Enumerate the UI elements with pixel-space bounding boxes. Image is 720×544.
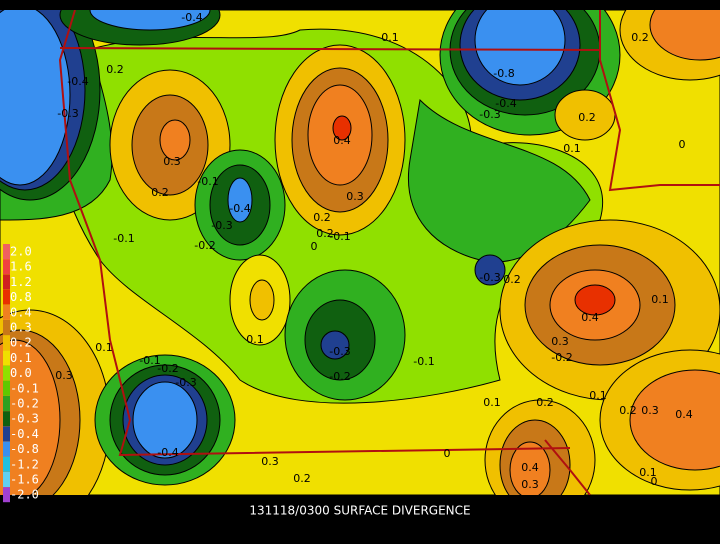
contour-label: -0.4 xyxy=(229,202,250,215)
contour-label: -0.2 xyxy=(157,362,178,375)
contour-label: -0.1 xyxy=(197,175,218,188)
contour-label: -0.3 xyxy=(175,376,196,389)
legend-label: -0.3 xyxy=(10,412,39,426)
contour-label: -0.2 xyxy=(329,370,350,383)
contour-label: 0 xyxy=(444,447,451,460)
contour-label: 0.1 xyxy=(651,293,669,306)
contour-label: -0.3 xyxy=(479,108,500,121)
contour-label: 0.2 xyxy=(578,111,596,124)
contour-label: 0.1 xyxy=(563,142,581,155)
contour-label: 0.1 xyxy=(483,396,501,409)
contour-label: 0.3 xyxy=(346,190,364,203)
contour-label: 0.3 xyxy=(55,369,73,382)
contour-label: 0 xyxy=(679,138,686,151)
contour-label: 0.2 xyxy=(536,396,554,409)
contour-label: -0.3 xyxy=(57,107,78,120)
legend-label: 1.2 xyxy=(10,275,32,289)
contour-label: 0.3 xyxy=(521,478,539,491)
contour-label: 0 xyxy=(651,475,658,488)
legend-swatch xyxy=(3,289,10,305)
contour-label: -0.1 xyxy=(139,354,160,367)
legend-label: -1.6 xyxy=(10,473,39,487)
color-legend: 2.01.61.20.80.40.30.20.10.0-0.1-0.2-0.3-… xyxy=(3,244,39,503)
contour-label: 0.2 xyxy=(313,211,331,224)
contour-labels: -0.40.10.2-0.4-0.30.30.40.2-0.1-0.4-0.3-… xyxy=(55,11,693,491)
contour-label: 0.2 xyxy=(631,31,649,44)
legend-label: 0.8 xyxy=(10,290,32,304)
legend-swatch xyxy=(3,396,10,411)
contour-label: 0.3 xyxy=(551,335,569,348)
contour-label: 0.2 xyxy=(503,273,521,286)
legend-swatch xyxy=(3,365,10,381)
legend-swatch xyxy=(3,259,10,275)
contour-label: 0.4 xyxy=(581,311,599,324)
contour-label: 0 xyxy=(311,240,318,253)
legend-swatch xyxy=(3,335,10,351)
legend-swatch xyxy=(3,441,10,457)
legend-swatch xyxy=(3,411,10,427)
contour-label: -0.3 xyxy=(329,345,350,358)
legend-label: 0.4 xyxy=(10,305,32,319)
contour-label: 0.1 xyxy=(95,341,113,354)
contour-label: 0.2 xyxy=(619,404,637,417)
contour-label: 0.3 xyxy=(641,404,659,417)
legend-label: 0.0 xyxy=(10,366,32,380)
contour-label: 0.2 xyxy=(151,186,169,199)
contour-label: 0.1 xyxy=(589,389,607,402)
divergence-field xyxy=(0,10,720,495)
contour-label: 0.3 xyxy=(261,455,279,468)
contour-label: -0.2 xyxy=(194,239,215,252)
contour-label: -0.3 xyxy=(211,219,232,232)
contour-label: 0.1 xyxy=(639,466,657,479)
legend-swatch xyxy=(3,487,10,503)
legend-swatch xyxy=(3,380,10,396)
contour-label: -0.1 xyxy=(413,355,434,368)
legend-label: -1.2 xyxy=(10,457,39,471)
contour-label: -0.4 xyxy=(67,75,88,88)
legend-swatch xyxy=(3,244,10,259)
contour-label: -0.4 xyxy=(181,11,202,24)
legend-swatch xyxy=(3,304,10,320)
contour-label: 0.4 xyxy=(675,408,693,421)
contour-label: -0.2 xyxy=(551,351,572,364)
legend-label: -0.4 xyxy=(10,427,39,441)
legend-label: -0.1 xyxy=(10,381,39,395)
legend-label: -2.0 xyxy=(10,488,39,502)
legend-label: 0.1 xyxy=(10,351,32,365)
contour-label: 0.2 xyxy=(293,472,311,485)
contour-label: 0.4 xyxy=(333,134,351,147)
legend-label: 1.6 xyxy=(10,260,32,274)
legend-swatch xyxy=(3,472,10,487)
contour-label: -0.3 xyxy=(479,271,500,284)
legend-label: 0.2 xyxy=(10,336,32,350)
legend-label: 2.0 xyxy=(10,245,32,259)
legend-swatch xyxy=(3,426,10,442)
contour-label: -0.4 xyxy=(157,446,178,459)
legend-swatch xyxy=(3,320,10,335)
legend-label: -0.2 xyxy=(10,397,39,411)
contour-label: -0.4 xyxy=(495,97,516,110)
contour-label: 0.3 xyxy=(163,155,181,168)
contour-label: 0.4 xyxy=(521,461,539,474)
contour-label: 0.1 xyxy=(381,31,399,44)
legend-label: -0.8 xyxy=(10,442,39,456)
state-borders xyxy=(58,10,720,495)
contour-label: -0.1 xyxy=(113,232,134,245)
legend-swatch xyxy=(3,456,10,472)
contour-label: -0.1 xyxy=(329,230,350,243)
legend-label: 0.3 xyxy=(10,321,32,335)
contour-label: 0.1 xyxy=(246,333,264,346)
contour-label: -0.8 xyxy=(493,67,514,80)
map-title: 131118/0300 SURFACE DIVERGENCE xyxy=(249,504,470,518)
contour-label: 0.2 xyxy=(106,63,124,76)
contour-label: 0.2 xyxy=(316,227,334,240)
legend-swatch xyxy=(3,274,10,290)
legend-swatch xyxy=(3,350,10,366)
